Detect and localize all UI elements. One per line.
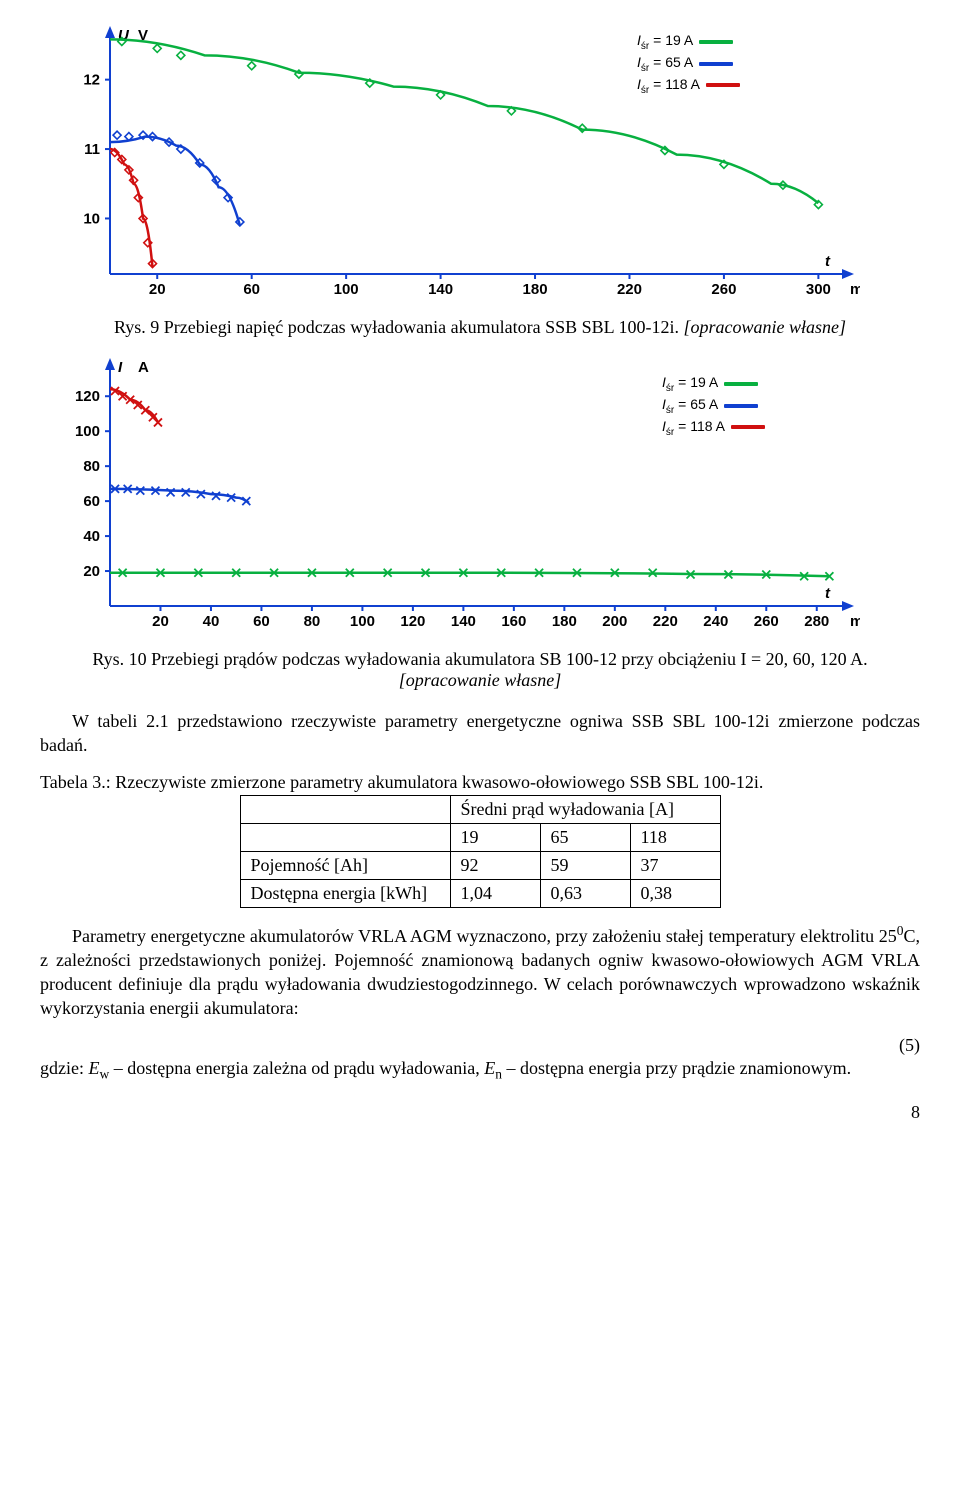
body-paragraph: Parametry energetyczne akumulatorów VRLA… <box>40 922 920 1021</box>
svg-text:120: 120 <box>400 613 425 630</box>
table-col-head: 118 <box>630 823 720 851</box>
svg-text:I: I <box>118 359 123 376</box>
svg-text:40: 40 <box>83 528 100 545</box>
svg-text:10: 10 <box>83 210 100 227</box>
svg-text:A: A <box>138 359 149 376</box>
page-number: 8 <box>40 1102 920 1123</box>
svg-text:180: 180 <box>552 613 577 630</box>
svg-text:140: 140 <box>428 281 453 298</box>
svg-text:160: 160 <box>501 613 526 630</box>
svg-text:20: 20 <box>152 613 169 630</box>
voltage-chart: Iśr = 19 AIśr = 65 AIśr = 118 A 10 11 12 20… <box>40 24 920 309</box>
svg-text:min: min <box>850 281 860 298</box>
legend-swatch <box>699 62 733 66</box>
svg-text:80: 80 <box>83 458 100 475</box>
current-chart-legend: Iśr = 19 AIśr = 65 AIśr = 118 A <box>662 374 765 439</box>
svg-text:t: t <box>825 253 831 270</box>
legend-label: Iśr = 19 A <box>637 32 693 52</box>
table-head-merged: Średni prąd wyładowania [A] <box>450 795 720 823</box>
table-cell: 59 <box>540 851 630 879</box>
svg-text:220: 220 <box>617 281 642 298</box>
svg-text:U: U <box>118 27 130 44</box>
intro-paragraph: W tabeli 2.1 przedstawiono rzeczywiste p… <box>40 709 920 758</box>
figure-9-caption-text: Rys. 9 Przebiegi napięć podczas wyładowa… <box>114 317 684 337</box>
table-row-label: Pojemność [Ah] <box>240 851 450 879</box>
legend-swatch <box>731 425 765 429</box>
legend-label: Iśr = 19 A <box>662 374 718 394</box>
svg-text:300: 300 <box>806 281 831 298</box>
equation-where-paragraph: gdzie: Ew – dostępna energia zależna od … <box>40 1056 920 1084</box>
table-3: Średni prąd wyładowania [A]1965118 Pojemn… <box>240 795 721 908</box>
svg-text:100: 100 <box>334 281 359 298</box>
current-chart: Iśr = 19 AIśr = 65 AIśr = 118 A 20 40 60 80… <box>40 356 920 641</box>
svg-text:240: 240 <box>703 613 728 630</box>
legend-label: Iśr = 118 A <box>662 418 725 438</box>
svg-text:260: 260 <box>711 281 736 298</box>
legend-row: Iśr = 19 A <box>662 374 765 394</box>
svg-text:t: t <box>825 585 831 602</box>
table-cell: 0,38 <box>630 879 720 907</box>
svg-text:180: 180 <box>523 281 548 298</box>
svg-text:220: 220 <box>653 613 678 630</box>
svg-text:60: 60 <box>243 281 260 298</box>
svg-text:100: 100 <box>350 613 375 630</box>
figure-9-caption-ital: [opracowanie własne] <box>684 317 847 337</box>
legend-row: Iśr = 65 A <box>662 396 765 416</box>
svg-text:12: 12 <box>83 72 100 89</box>
legend-row: Iśr = 19 A <box>637 32 740 52</box>
table-col-head: 65 <box>540 823 630 851</box>
table-cell: 37 <box>630 851 720 879</box>
svg-text:80: 80 <box>304 613 321 630</box>
svg-text:260: 260 <box>754 613 779 630</box>
equation-number: (5) <box>40 1035 920 1056</box>
figure-10-caption-ital: [opracowanie własne] <box>399 670 562 690</box>
table-cell: 0,63 <box>540 879 630 907</box>
table-row-label: Dostępna energia [kWh] <box>240 879 450 907</box>
legend-swatch <box>706 83 740 87</box>
table-cell: 92 <box>450 851 540 879</box>
legend-row: Iśr = 65 A <box>637 54 740 74</box>
table-3-caption: Tabela 3.: Rzeczywiste zmierzone paramet… <box>40 772 920 793</box>
svg-text:20: 20 <box>149 281 166 298</box>
svg-text:11: 11 <box>84 141 100 158</box>
svg-text:120: 120 <box>75 388 100 405</box>
svg-text:200: 200 <box>602 613 627 630</box>
svg-text:60: 60 <box>83 493 100 510</box>
legend-row: Iśr = 118 A <box>637 76 740 96</box>
legend-swatch <box>699 40 733 44</box>
voltage-chart-legend: Iśr = 19 AIśr = 65 AIśr = 118 A <box>637 32 740 97</box>
svg-text:280: 280 <box>804 613 829 630</box>
legend-swatch <box>724 382 758 386</box>
legend-label: Iśr = 65 A <box>662 396 718 416</box>
table-cell: 1,04 <box>450 879 540 907</box>
svg-text:min: min <box>850 613 860 630</box>
table-col-head: 19 <box>450 823 540 851</box>
figure-9-caption: Rys. 9 Przebiegi napięć podczas wyładowa… <box>40 317 920 338</box>
svg-text:60: 60 <box>253 613 270 630</box>
legend-swatch <box>724 404 758 408</box>
figure-10-caption: Rys. 10 Przebiegi prądów podczas wyładow… <box>40 649 920 691</box>
legend-row: Iśr = 118 A <box>662 418 765 438</box>
figure-10-caption-text: Rys. 10 Przebiegi prądów podczas wyładow… <box>92 649 867 669</box>
legend-label: Iśr = 65 A <box>637 54 693 74</box>
svg-text:20: 20 <box>83 563 100 580</box>
legend-label: Iśr = 118 A <box>637 76 700 96</box>
svg-text:100: 100 <box>75 423 100 440</box>
svg-text:40: 40 <box>203 613 220 630</box>
svg-text:140: 140 <box>451 613 476 630</box>
